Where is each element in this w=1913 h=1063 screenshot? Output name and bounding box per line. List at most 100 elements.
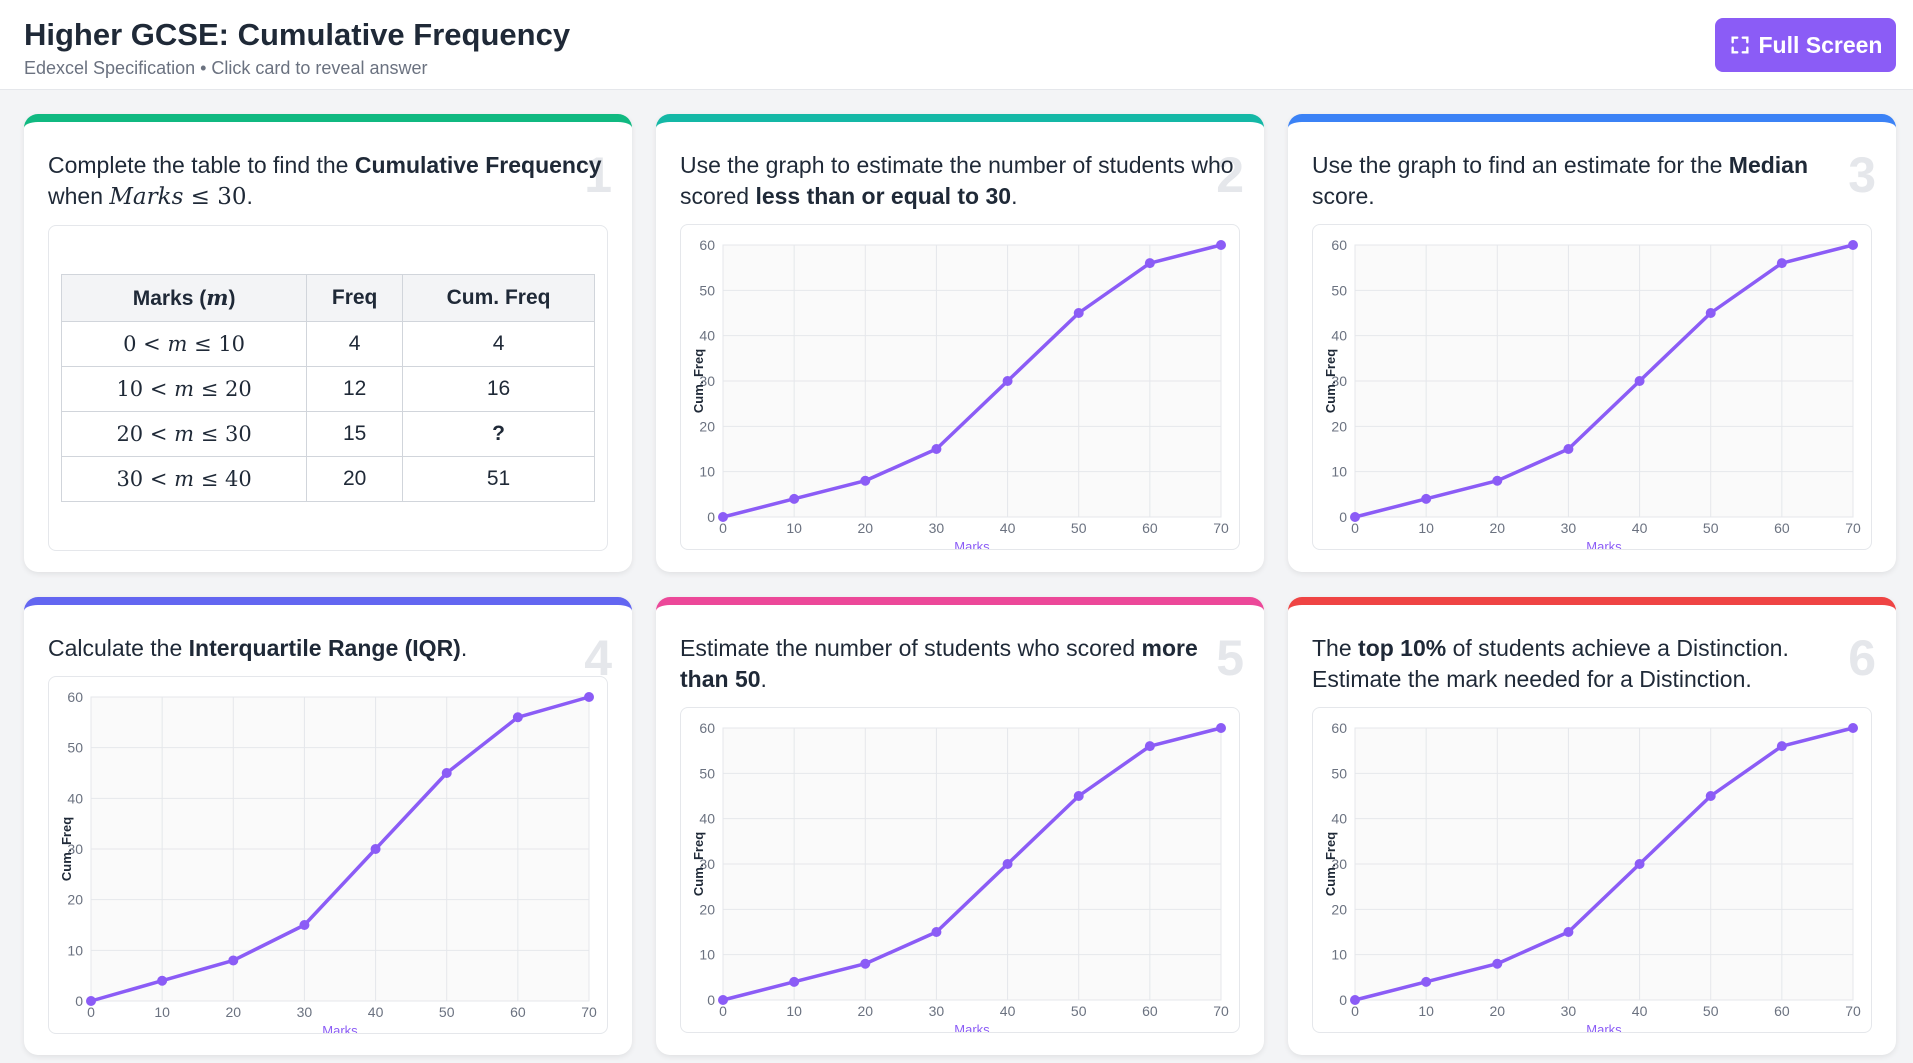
data-point	[1144, 741, 1155, 752]
question-card-1[interactable]: 1 Complete the table to find the Cumulat…	[24, 114, 632, 572]
math-expression: <	[143, 377, 175, 401]
question-card-4[interactable]: 4 Calculate the Interquartile Range (IQR…	[24, 597, 632, 1055]
data-point	[718, 512, 728, 522]
data-point	[1848, 240, 1858, 250]
y-axis-label: Cum. Freq	[59, 817, 74, 881]
expand-icon	[1730, 36, 1749, 54]
question-text-part: score.	[1312, 183, 1375, 209]
x-tick-label: 20	[857, 520, 873, 536]
data-point	[1002, 859, 1013, 869]
chart-panel: 0 10 20 30 40 50 60 70 0 10 20 30 40 50 60 Marks Cum. Fr…	[680, 707, 1240, 1033]
question-emphasis: less than or equal to 30	[755, 183, 1012, 209]
data-point	[1563, 927, 1574, 937]
data-point	[1563, 444, 1574, 454]
question-text-part: .	[246, 183, 253, 209]
x-tick-label: 50	[439, 1004, 455, 1020]
y-tick-label: 20	[1331, 901, 1347, 917]
page-title: Higher GCSE: Cumulative Frequency	[24, 17, 571, 52]
cum-freq-cell: 51	[402, 456, 595, 502]
x-tick-label: 70	[581, 1004, 597, 1020]
cum-freq-cell: 4	[402, 321, 595, 367]
math-expression: 20	[225, 377, 252, 401]
x-axis-label: Marks	[954, 1022, 990, 1032]
data-point	[584, 692, 594, 702]
marks-interval-cell: 0 < m ≤ 10	[60, 321, 308, 367]
question-card-6[interactable]: 6 The top 10% of students achieve a Dist…	[1288, 597, 1896, 1055]
x-tick-label: 20	[1489, 520, 1505, 536]
x-tick-label: 60	[1142, 520, 1158, 536]
y-tick-label: 20	[67, 892, 83, 908]
data-point	[860, 958, 871, 969]
data-point	[1073, 308, 1084, 318]
y-tick-label: 20	[699, 901, 715, 917]
x-tick-label: 50	[1703, 1003, 1719, 1019]
math-expression: 0	[123, 332, 137, 356]
question-text-part: .	[760, 666, 767, 692]
data-point	[1216, 240, 1226, 250]
x-tick-label: 10	[1418, 520, 1434, 536]
card-number: 5	[1216, 630, 1244, 686]
y-tick-label: 30	[1331, 856, 1347, 872]
data-point	[1848, 723, 1858, 733]
x-tick-label: 70	[1845, 1003, 1861, 1019]
x-tick-label: 0	[87, 1004, 95, 1020]
data-point	[1705, 791, 1716, 801]
x-tick-label: 60	[1774, 1003, 1790, 1019]
y-tick-label: 60	[67, 689, 83, 705]
x-axis-label: Marks	[1586, 1022, 1622, 1032]
math-variable: m	[174, 467, 195, 491]
cumulative-frequency-chart: 0 10 20 30 40 50 60 70 0 10 20 30 40 50 60 Marks Cum. Fr…	[691, 237, 1229, 549]
full-screen-button[interactable]: Full Screen	[1715, 18, 1896, 72]
question-text-part: .	[460, 635, 468, 661]
series-line	[90, 695, 590, 1003]
math-expression: 30	[116, 467, 144, 491]
data-point	[441, 768, 452, 778]
freq-cell: 4	[306, 321, 404, 367]
cumulative-frequency-chart: 0 10 20 30 40 50 60 70 0 10 20 30 40 50 60 Marks Cum. Fr…	[1323, 237, 1861, 549]
data-point	[860, 475, 871, 486]
x-tick-label: 10	[786, 520, 802, 536]
x-tick-label: 50	[1703, 520, 1719, 536]
math-expression: ≤	[187, 332, 219, 356]
question-text: Use the graph to estimate the number of …	[680, 150, 1240, 212]
marks-interval-cell: 10 < m ≤ 20	[60, 366, 308, 412]
header-text: )	[228, 287, 236, 310]
question-card-5[interactable]: 5 Estimate the number of students who sc…	[656, 597, 1264, 1055]
data-point	[1144, 258, 1155, 269]
y-tick-label: 30	[699, 856, 715, 872]
y-axis-label: Cum. Freq	[691, 349, 706, 413]
question-emphasis: Median	[1728, 152, 1809, 178]
question-card-2[interactable]: 2 Use the graph to estimate the number o…	[656, 114, 1264, 572]
y-tick-label: 20	[699, 418, 715, 434]
math-expression: 20	[116, 422, 144, 446]
y-tick-label: 50	[67, 740, 83, 756]
y-axis-label: Cum. Freq	[1323, 832, 1338, 896]
x-tick-label: 70	[1213, 520, 1229, 536]
cum-freq-cell: ?	[402, 411, 595, 457]
math-variable: m	[167, 332, 188, 356]
data-point	[1492, 958, 1503, 969]
x-tick-label: 70	[1845, 520, 1861, 536]
series-line	[722, 243, 1222, 519]
table-panel: Marks (m) Freq Cum. Freq 0 < m ≤ 10 4 4 10 …	[48, 225, 608, 551]
question-text: Use the graph to find an estimate for th…	[1312, 150, 1872, 212]
question-text-part: Estimate the number of students who scor…	[680, 635, 1142, 661]
x-tick-label: 20	[225, 1004, 241, 1020]
data-point	[86, 996, 96, 1006]
full-screen-label: Full Screen	[1758, 31, 1883, 58]
header-cum-freq: Cum. Freq	[402, 274, 595, 322]
question-card-3[interactable]: 3 Use the graph to find an estimate for …	[1288, 114, 1896, 572]
data-point	[157, 975, 168, 986]
math-variable: m	[174, 422, 195, 446]
data-point	[1421, 976, 1432, 987]
question-emphasis: Cumulative Frequency	[354, 152, 602, 178]
x-tick-label: 50	[1071, 520, 1087, 536]
data-point	[1776, 258, 1787, 269]
data-point	[1492, 475, 1503, 486]
question-text-part: .	[1011, 183, 1018, 209]
x-tick-label: 10	[154, 1004, 170, 1020]
data-point	[1216, 723, 1226, 733]
math-expression: <	[143, 467, 175, 491]
question-text-part: of students achieve a Distinction. Estim…	[1312, 635, 1789, 692]
y-tick-label: 40	[67, 790, 83, 806]
